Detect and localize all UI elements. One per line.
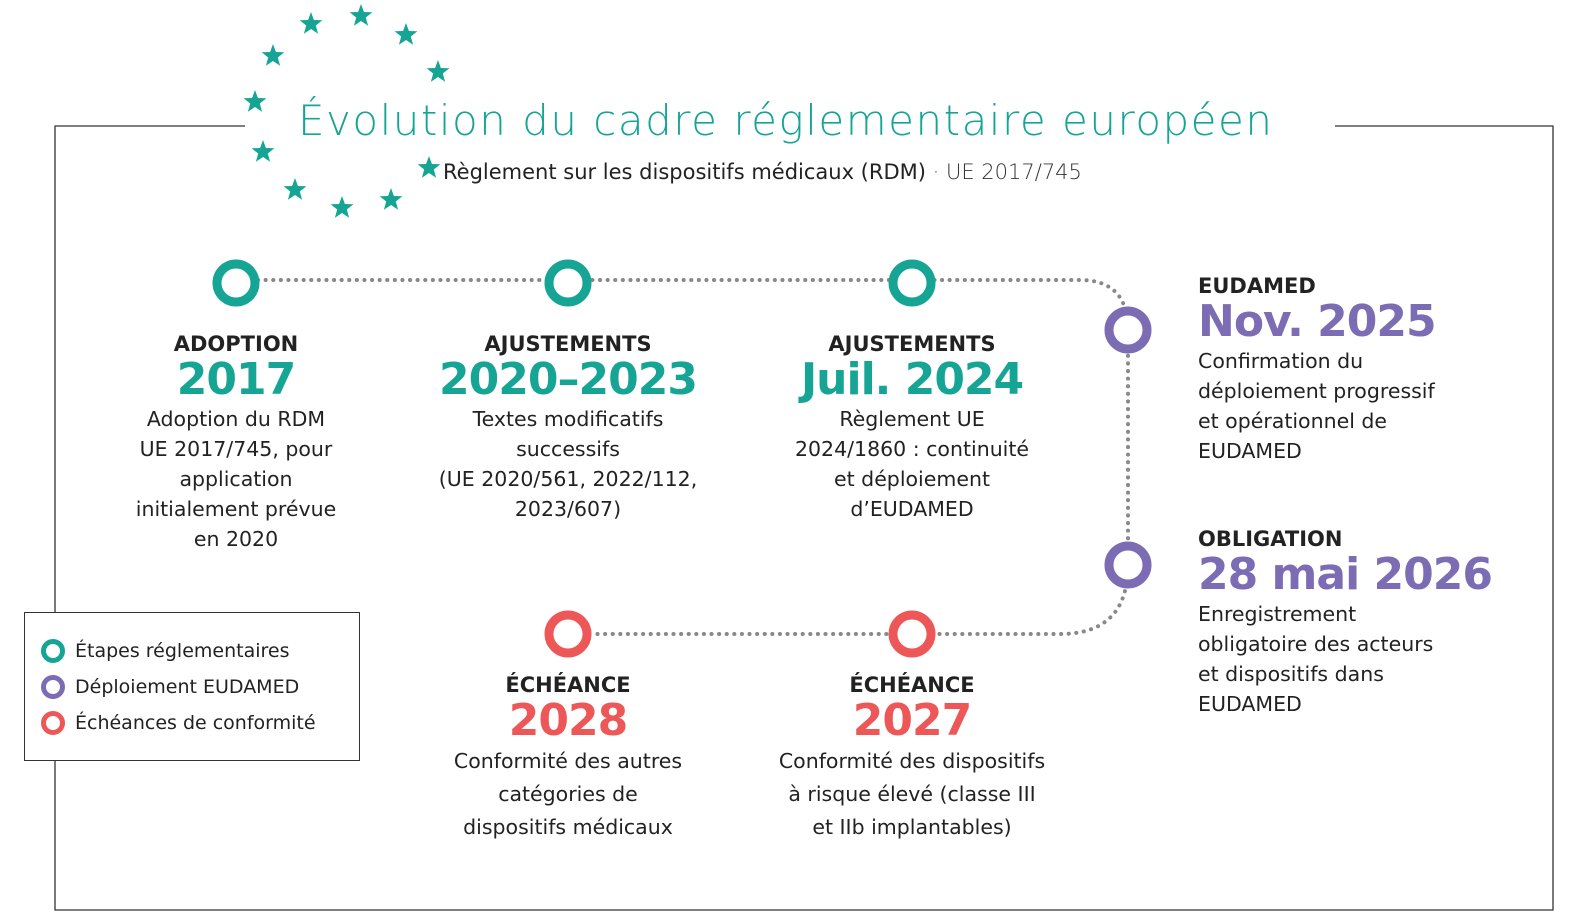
star-icon: [283, 178, 307, 200]
star-icon: [251, 140, 275, 162]
milestone-node: [888, 610, 936, 658]
star-icon: [261, 44, 285, 66]
milestone-echeance-2028: ÉCHÉANCE 2028 Conformité des autres catég…: [368, 673, 768, 844]
milestone-date: Nov. 2025: [1198, 296, 1437, 347]
star-icon: [349, 4, 373, 26]
milestone-node: [544, 259, 592, 307]
milestone-label: AJUSTEMENTS: [828, 332, 996, 356]
milestone-description: Conformité des autres catégories de dispos…: [453, 749, 683, 839]
legend-item-compliance: Échéances de conformité: [41, 705, 359, 741]
milestone-label: ADOPTION: [173, 332, 299, 356]
milestone-description: Textes modificatifs successifs (UE 2020/56…: [438, 407, 698, 521]
milestone-date: 2017: [176, 354, 296, 405]
star-icon: [426, 60, 450, 82]
legend: Étapes réglementaires Déploiement EUDAME…: [24, 612, 360, 761]
milestone-date: Juil. 2024: [800, 354, 1024, 405]
milestone-description: Conformité des dispositifs à risque élevé…: [778, 749, 1046, 839]
milestone-eudamed-2025: EUDAMED Nov. 2025 Confirmation du déploie…: [1198, 274, 1518, 466]
milestone-description: Enregistrement obligatoire des acteurs et …: [1198, 602, 1434, 716]
legend-item-regulatory: Étapes réglementaires: [41, 633, 359, 669]
frame: [54, 125, 1554, 911]
star-icon: [299, 12, 323, 34]
star-icon: [330, 196, 354, 218]
milestone-date: 28 mai 2026: [1198, 549, 1493, 600]
page-title: Évolution du cadre réglementaire europée…: [298, 96, 1274, 145]
teal-ring-icon: [41, 639, 65, 663]
milestone-label: OBLIGATION: [1198, 527, 1343, 551]
milestone-description: Adoption du RDM UE 2017/745, pour applicat…: [135, 407, 337, 551]
milestone-date: 2028: [508, 695, 628, 746]
milestone-node: [544, 610, 592, 658]
milestone-node: [1104, 541, 1152, 589]
milestone-date: 2027: [852, 695, 972, 746]
subtitle-text: Règlement sur les dispositifs médicaux (…: [443, 160, 926, 184]
milestone-label: AJUSTEMENTS: [484, 332, 652, 356]
milestone-ajustements-2024: AJUSTEMENTS Juil. 2024 Règlement UE 2024/…: [712, 332, 1112, 524]
milestone-label: ÉCHÉANCE: [849, 673, 975, 697]
star-icon: [394, 23, 418, 45]
milestone-node: [1104, 306, 1152, 354]
milestone-node: [888, 259, 936, 307]
milestone-description: Règlement UE 2024/1860 : continuité et dép…: [794, 407, 1030, 521]
milestone-obligation-2026: OBLIGATION 28 mai 2026 Enregistrement obl…: [1198, 527, 1538, 719]
milestone-adoption-2017: ADOPTION 2017 Adoption du RDM UE 2017/745…: [86, 332, 386, 554]
milestone-node: [212, 259, 260, 307]
milestone-label: ÉCHÉANCE: [505, 673, 631, 697]
milestone-description: Confirmation du déploiement progressif et …: [1198, 349, 1435, 463]
red-ring-icon: [41, 711, 65, 735]
milestone-echeance-2027: ÉCHÉANCE 2027 Conformité des dispositifs…: [712, 673, 1112, 844]
subtitle-code: · UE 2017/745: [932, 160, 1082, 184]
milestone-date: 2020–2023: [439, 354, 698, 405]
milestone-label: EUDAMED: [1198, 274, 1316, 298]
star-icon: [417, 156, 441, 178]
legend-item-eudamed: Déploiement EUDAMED: [41, 669, 359, 705]
milestone-ajustements-2020-2023: AJUSTEMENTS 2020–2023 Textes modificatif…: [368, 332, 768, 524]
star-icon: [379, 188, 403, 210]
purple-ring-icon: [41, 675, 65, 699]
eu-stars-icon: [243, 4, 450, 218]
star-icon: [243, 90, 267, 112]
page-subtitle: Règlement sur les dispositifs médicaux (…: [443, 160, 1082, 184]
